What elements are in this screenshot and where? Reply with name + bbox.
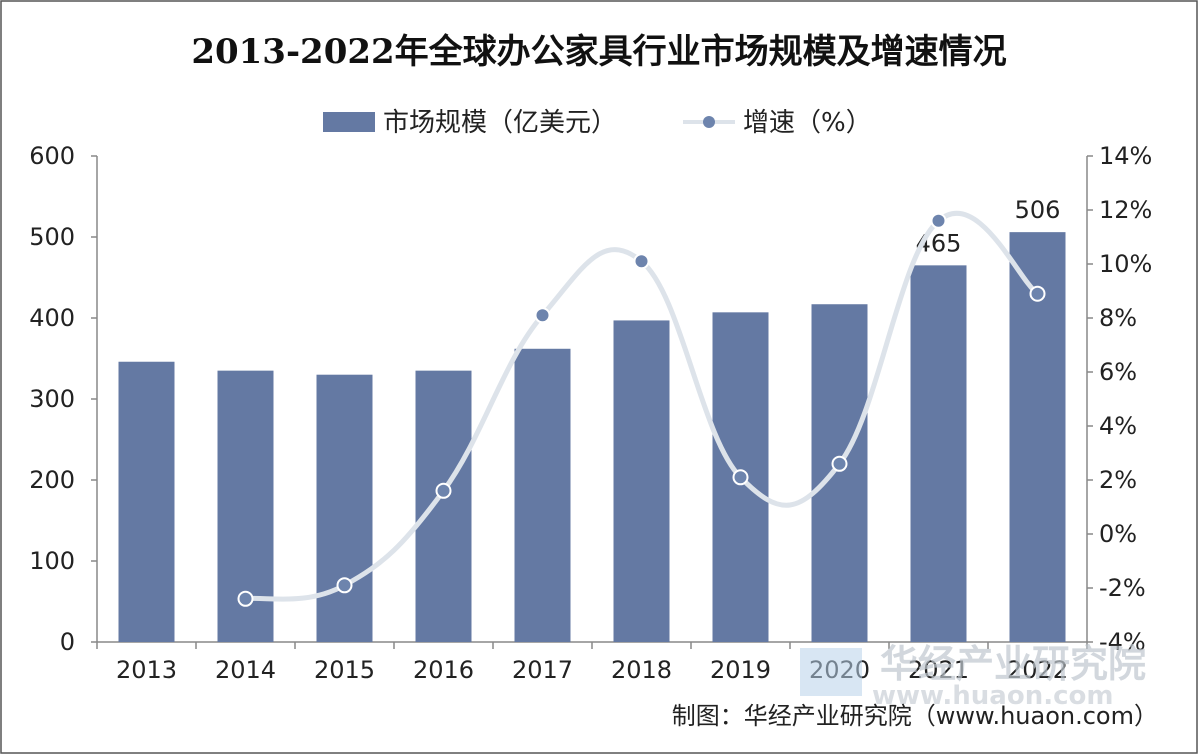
y-right-tick-label: 4% [1099,412,1137,440]
growth-point-2020 [831,455,848,472]
bar-2017 [514,348,571,642]
watermark-logo [800,648,862,696]
y-left-tick-label: 100 [29,547,75,575]
growth-point-2014 [237,590,254,607]
legend: 市场规模（亿美元） 增速（%） [323,108,872,138]
x-tick-label: 2017 [512,656,573,684]
source-note: 制图：华经产业研究院（www.huaon.com） [672,702,1158,730]
y-right-tick-label: 14% [1099,142,1152,170]
y-right-tick-label: 10% [1099,250,1152,278]
watermark-url: www.huaon.com [872,681,1113,711]
bar-2020 [811,304,868,642]
growth-point-2017 [534,307,551,324]
y-right-tick-label: 0% [1099,520,1137,548]
y-left-tick-label: 0 [60,628,75,656]
growth-point-2018 [633,253,650,270]
x-tick-label: 2014 [215,656,276,684]
bar-2015 [316,374,373,642]
growth-point-2015 [336,577,353,594]
x-tick-label: 2022 [1007,656,1068,684]
y-right-tick-label: -4% [1099,628,1146,656]
growth-point-2022 [1029,285,1046,302]
bar-2021 [910,265,967,642]
growth-point-2019 [732,469,749,486]
growth-point-2021 [930,212,947,229]
legend-line-label: 增速（%） [743,108,872,138]
legend-bar-swatch [323,112,375,132]
y-left-tick-label: 300 [29,385,75,413]
bar-2016 [415,370,472,642]
legend-bar-label: 市场规模（亿美元） [383,108,617,138]
x-tick-label: 2016 [413,656,474,684]
y-left-tick-label: 600 [29,142,75,170]
growth-line [243,210,1040,602]
bar-2018 [613,320,670,642]
growth-point-2016 [435,482,452,499]
x-tick-label: 2019 [710,656,771,684]
y-left-tick-label: 500 [29,223,75,251]
bar-2013 [118,361,175,642]
y-right-tick-label: 8% [1099,304,1137,332]
y-right-tick-label: 6% [1099,358,1137,386]
bar-data-label-2022: 506 [1015,196,1061,224]
x-tick-label: 2018 [611,656,672,684]
y-left-tick-label: 200 [29,466,75,494]
watermark-text: 华经产业研究院 [880,642,1146,686]
legend-line-marker [703,116,715,128]
y-right-tick-label: 12% [1099,196,1152,224]
x-tick-label: 2013 [116,656,177,684]
plot-area: 0 100 200 300 400 500 600 -4% -2% 0% 2% 4% 6% 8% 10% 12… [29,142,1152,684]
x-tick-label: 2021 [908,656,969,684]
x-tick-label: 2015 [314,656,375,684]
y-left-tick-label: 400 [29,304,75,332]
chart-title: 2013-2022年全球办公家具行业市场规模及增速情况 [191,32,1006,72]
watermark: 华经产业研究院 www.huaon.com [800,642,1146,711]
y-right-tick-label: 2% [1099,466,1137,494]
y-right-tick-label: -2% [1099,574,1146,602]
